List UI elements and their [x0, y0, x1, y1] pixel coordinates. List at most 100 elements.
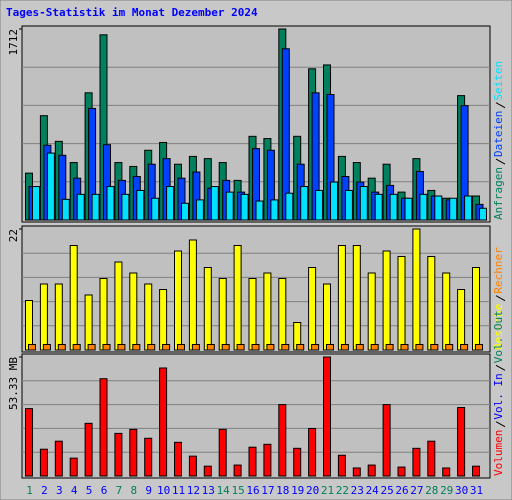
- bar: [188, 239, 197, 351]
- bar: [475, 344, 483, 351]
- bar: [457, 406, 466, 477]
- bar: [39, 448, 48, 477]
- bar: [147, 344, 156, 351]
- legend-separator: [495, 158, 506, 165]
- x-tick-label: 15: [231, 484, 244, 497]
- bar: [72, 344, 81, 351]
- legend-entry: Anfragen: [492, 167, 505, 220]
- bar: [464, 195, 473, 221]
- bar: [352, 245, 361, 351]
- legend: Besuche Rechner: [492, 247, 506, 350]
- bar: [174, 250, 182, 351]
- bar: [385, 344, 394, 351]
- bar: [397, 256, 406, 351]
- bar: [240, 193, 249, 221]
- bar: [177, 344, 185, 351]
- bar: [389, 193, 398, 221]
- bar: [427, 256, 436, 351]
- bar: [460, 344, 469, 351]
- bar: [166, 186, 175, 221]
- bar: [323, 283, 331, 351]
- bar: [326, 344, 334, 351]
- bar: [248, 446, 257, 477]
- x-tick-label: 23: [351, 484, 364, 497]
- bar: [28, 344, 36, 351]
- bar: [340, 344, 349, 351]
- bar: [300, 186, 309, 221]
- bar: [370, 344, 379, 351]
- bar: [382, 404, 391, 477]
- bar: [69, 457, 78, 477]
- bar: [221, 344, 230, 351]
- bar: [278, 278, 287, 351]
- bar: [129, 428, 138, 477]
- bar: [191, 344, 200, 351]
- x-tick-label: 31: [470, 484, 483, 497]
- bar: [323, 356, 331, 477]
- bar: [144, 283, 153, 351]
- bar: [278, 404, 287, 477]
- chart-title: Tages-Statistik im Monat Dezember 2024: [6, 6, 258, 19]
- bar: [99, 278, 108, 351]
- bar: [84, 422, 93, 477]
- legend-separator: [495, 364, 506, 371]
- bar: [233, 464, 242, 477]
- x-tick-label: 1: [26, 484, 33, 497]
- bar: [25, 300, 33, 351]
- bar: [57, 344, 66, 351]
- bar: [382, 250, 391, 351]
- x-tick-label: 20: [306, 484, 319, 497]
- bar: [315, 189, 324, 221]
- bar: [121, 193, 130, 221]
- bar: [263, 443, 272, 477]
- bar: [203, 267, 212, 351]
- bar: [352, 467, 361, 477]
- bar: [195, 199, 204, 221]
- bar: [162, 344, 171, 351]
- x-tick-label: 2: [41, 484, 48, 497]
- bar: [330, 181, 338, 221]
- x-tick-label: 14: [217, 484, 231, 497]
- bar: [251, 344, 260, 351]
- bar: [445, 344, 454, 351]
- bar: [46, 152, 55, 221]
- bar: [61, 198, 70, 221]
- bar: [136, 189, 145, 221]
- bar: [308, 267, 317, 351]
- bar: [397, 466, 406, 477]
- bar: [117, 344, 126, 351]
- legend-entry: Rechner: [492, 247, 505, 294]
- bar: [76, 193, 85, 221]
- bar: [367, 272, 376, 351]
- bar: [114, 261, 123, 351]
- bar: [266, 344, 275, 351]
- bar: [54, 283, 63, 351]
- legend-entry: Vol. In: [492, 373, 505, 419]
- x-tick-label: 26: [395, 484, 408, 497]
- x-tick-label: 17: [261, 484, 274, 497]
- bar: [255, 200, 264, 221]
- bar: [69, 245, 78, 351]
- bar: [114, 432, 123, 477]
- bar: [159, 289, 168, 351]
- bar: [344, 189, 353, 221]
- bar: [218, 278, 227, 351]
- bar: [54, 440, 63, 477]
- x-tick-label: 25: [380, 484, 393, 497]
- bar: [151, 197, 160, 221]
- x-tick-label: 8: [130, 484, 137, 497]
- bar: [449, 197, 458, 221]
- legend: Volumen Vol. In Vol. Out: [492, 310, 506, 476]
- bar: [404, 197, 413, 221]
- bar: [42, 344, 51, 351]
- bar: [225, 191, 234, 221]
- x-tick-label: 9: [145, 484, 152, 497]
- bar: [359, 186, 368, 221]
- bar: [32, 186, 40, 221]
- legend-entry: Dateien: [492, 111, 505, 157]
- bar: [374, 193, 383, 221]
- bar: [144, 437, 153, 477]
- x-tick-label: 12: [187, 484, 200, 497]
- x-tick-label: 7: [116, 484, 123, 497]
